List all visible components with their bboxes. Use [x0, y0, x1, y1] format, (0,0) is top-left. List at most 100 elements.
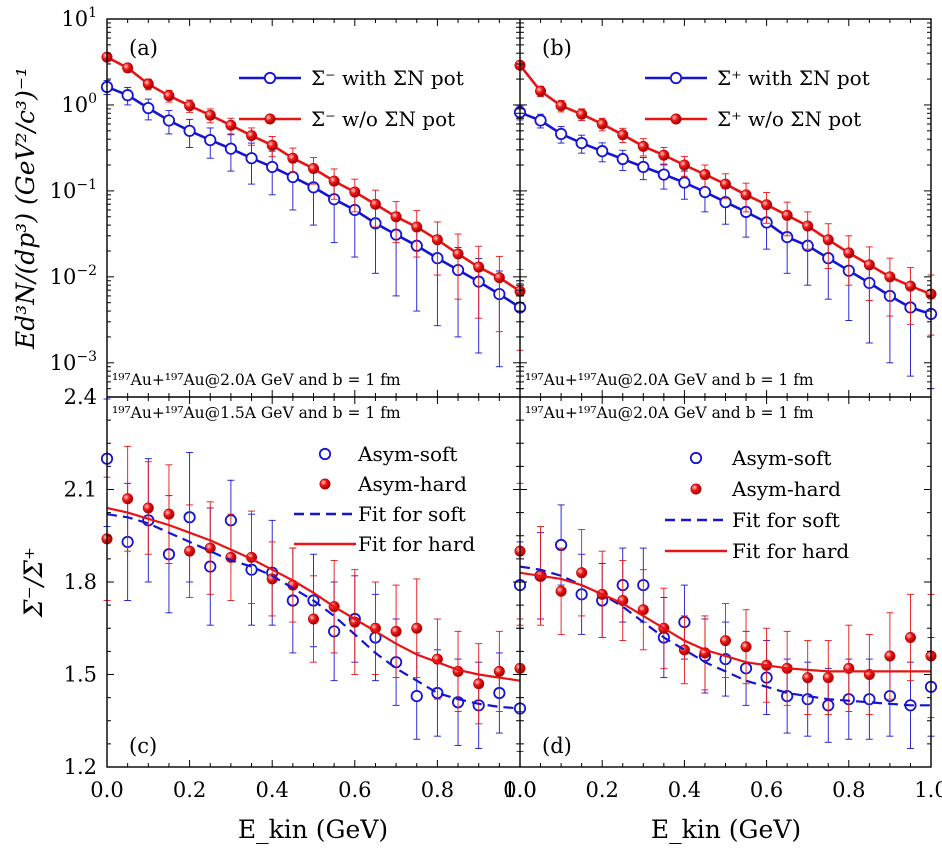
data-point	[431, 234, 443, 246]
data-point	[204, 109, 216, 121]
data-point	[122, 493, 134, 505]
legend-item: Asym-soft	[689, 446, 831, 470]
data-point	[493, 665, 505, 677]
legend-label: Fit for hard	[732, 539, 849, 563]
data-point	[740, 641, 752, 653]
legend-item: Fit for soft	[294, 502, 466, 526]
data-point	[534, 114, 547, 127]
y-tick-label: 1.5	[64, 663, 97, 687]
error-bar	[475, 245, 483, 319]
data-point	[163, 90, 175, 102]
legend-label: Σ⁺ with ΣN pot	[717, 66, 870, 90]
x-tick-label: 0.2	[585, 778, 618, 802]
annotation: ¹⁹⁷Au+¹⁹⁷Au@2.0A GeV and b = 1 fm	[525, 404, 814, 422]
data-point	[142, 502, 154, 514]
error-bar	[824, 223, 832, 269]
data-point	[596, 145, 609, 158]
x-tick-label: 0.2	[173, 778, 206, 802]
y-tick-label: 2.1	[64, 478, 97, 502]
data-point	[224, 142, 237, 155]
data-point	[658, 149, 670, 161]
legend-label: Σ⁺ w/o ΣN pot	[717, 107, 861, 131]
legend-label: Asym-soft	[731, 446, 831, 470]
annotation: ¹⁹⁷Au+¹⁹⁷Au@2.0A GeV and b = 1 fm	[525, 371, 814, 389]
panel-label: (a)	[129, 36, 158, 60]
panel-d: Asym-soft Asym-hard Fit for soft Fit for ha…	[503, 404, 942, 802]
data-point	[863, 259, 875, 271]
data-point	[287, 152, 299, 164]
error-bar	[906, 267, 914, 325]
panel-a: Σ⁻ with ΣN pot Σ⁻ w/o ΣN pot (a) ¹⁹⁷Au+¹⁹⁷A…	[50, 5, 527, 390]
x-axis-label-left: E_kin (GeV)	[238, 815, 388, 844]
data-point	[246, 130, 258, 142]
data-point	[904, 280, 916, 292]
data-point	[122, 62, 134, 74]
data-point	[204, 133, 217, 147]
error-bar	[845, 235, 853, 286]
data-point	[452, 248, 464, 260]
y-tick-label: 101	[61, 5, 97, 31]
series-asym-soft	[100, 398, 527, 753]
data-point	[761, 199, 773, 211]
legend-item: Σ⁻ w/o ΣN pot	[239, 107, 455, 131]
x-tick-label: 0.4	[255, 778, 288, 802]
data-point	[411, 221, 423, 233]
data-point	[616, 152, 629, 166]
data-point	[678, 176, 691, 189]
legend-label: Fit for soft	[358, 502, 466, 526]
x-tick-label: 0.0	[90, 778, 123, 802]
x-tick-label: 1.0	[503, 778, 536, 802]
annotation: ¹⁹⁷Au+¹⁹⁷Au@1.5A GeV and b = 1 fm	[112, 404, 401, 422]
data-point	[781, 209, 793, 221]
y-tick-label: 2.4	[64, 385, 97, 409]
series-fit-for-hard	[107, 506, 520, 682]
legend: Σ⁺ with ΣN pot Σ⁺ w/o ΣN pot	[645, 66, 870, 131]
legend-label: Asym-soft	[357, 442, 457, 466]
y-axis-label-top: Ed³N/(dp³) (GeV²/c³)⁻¹	[11, 67, 40, 350]
x-tick-label: 0.8	[421, 778, 454, 802]
data-point	[555, 100, 567, 112]
x-tick-label: 0.6	[338, 778, 371, 802]
y-tick-label: 10−3	[50, 349, 97, 375]
data-point	[390, 211, 402, 223]
data-point	[411, 622, 423, 634]
data-point	[307, 163, 319, 175]
legend-label: Σ⁻ with ΣN pot	[311, 66, 464, 90]
legend-item: Asym-hard	[319, 472, 467, 496]
series-fit-for-hard	[520, 571, 931, 673]
legend-item: Fit for hard	[665, 539, 849, 563]
data-point	[493, 272, 505, 284]
error-bar	[433, 221, 441, 276]
error-bar	[886, 257, 894, 317]
data-point	[576, 567, 588, 579]
series-line	[520, 571, 931, 673]
data-point	[822, 234, 834, 246]
legend-item: Fit for soft	[665, 508, 840, 532]
x-tick-label: 1.0	[914, 778, 942, 802]
x-tick-label: 0.6	[750, 778, 783, 802]
data-point	[843, 247, 855, 259]
legend: Asym-soft Asym-hard Fit for soft Fit for ha…	[294, 442, 475, 556]
axis-titles: Ed³N/(dp³) (GeV²/c³)⁻¹ Σ⁻/Σ⁺ E_kin (GeV) E_…	[11, 67, 801, 844]
x-tick-label: 0.0	[503, 778, 536, 802]
series-line	[107, 513, 520, 710]
panel-label: (b)	[542, 36, 572, 60]
series-fit-for-soft	[107, 513, 520, 710]
data-point	[904, 631, 916, 643]
error-bar	[413, 210, 421, 258]
data-point	[349, 186, 361, 198]
data-point	[184, 100, 196, 112]
error-bar	[865, 246, 873, 301]
data-point	[719, 635, 731, 647]
data-point	[637, 160, 650, 174]
panel-c: Asym-soft Asym-hard Fit for soft Fit for ha…	[64, 385, 537, 802]
data-point	[225, 119, 237, 131]
y-axis-label-bottom: Σ⁻/Σ⁺	[19, 547, 48, 618]
legend-label: Asym-hard	[731, 477, 841, 501]
legend-item: Σ⁺ with ΣN pot	[645, 66, 870, 90]
y-tick-label: 100	[61, 91, 97, 117]
data-point	[884, 650, 896, 662]
panel-b: Σ⁺ with ΣN pot Σ⁺ w/o ΣN pot (b) ¹⁹⁷Au+¹⁹⁷A…	[513, 36, 938, 390]
data-point	[802, 220, 814, 232]
